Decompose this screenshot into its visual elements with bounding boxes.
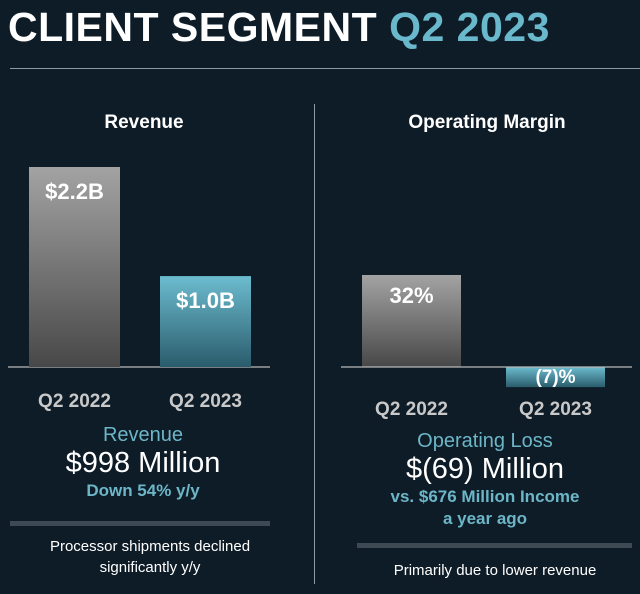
margin-bar-1 [362,275,461,367]
margin-chart-title: Operating Margin [408,112,565,133]
revenue-x-tick-1: Q2 2022 [38,391,111,412]
margin-bar-label-2: (7)% [535,367,575,388]
revenue-bar-1 [29,167,120,367]
title-rule [10,68,640,69]
revenue-chart: Revenue $2.2B Q2 2022 $1.0B Q2 2023 [8,112,270,412]
revenue-chart-title: Revenue [104,112,183,133]
margin-summary-label: Operating Loss [417,430,553,452]
margin-summary-comparison-line2: a year ago [442,509,528,528]
right-separator [357,543,632,548]
revenue-x-tick-2: Q2 2023 [169,391,242,412]
revenue-bar-label-2: $1.0B [176,288,235,313]
margin-summary: Operating Loss $(69) Million vs. $676 Mi… [340,430,630,530]
revenue-summary-change: Down 54% y/y [86,481,200,500]
margin-chart: Operating Margin 32% Q2 2022 (7)% Q2 2023 [341,112,632,420]
margin-bar-label-1: 32% [389,283,433,308]
revenue-summary: Revenue $998 Million Down 54% y/y [12,424,274,502]
left-note-line1: Processor shipments declined [49,538,251,555]
revenue-bar-label-1: $2.2B [45,179,104,204]
revenue-summary-label: Revenue [102,424,184,446]
title-accent: Q2 2023 [389,4,550,50]
revenue-bar-2 [160,276,251,367]
right-note-text: Primarily due to lower revenue [393,562,597,579]
page-title: CLIENT SEGMENT Q2 2023 [8,4,550,51]
margin-summary-value: $(69) Million [406,453,564,485]
left-note: Processor shipments declined significant… [10,536,290,578]
margin-x-tick-2: Q2 2023 [519,399,592,420]
margin-summary-comparison: vs. $676 Million Income [390,487,580,506]
margin-x-tick-1: Q2 2022 [375,399,448,420]
left-separator [10,521,270,526]
panel-divider [314,104,315,584]
margin-bar-2 [506,367,605,388]
left-note-line2: significantly y/y [99,559,201,576]
title-main: CLIENT SEGMENT [8,4,378,50]
right-note: Primarily due to lower revenue [350,560,640,581]
revenue-summary-value: $998 Million [65,447,221,479]
